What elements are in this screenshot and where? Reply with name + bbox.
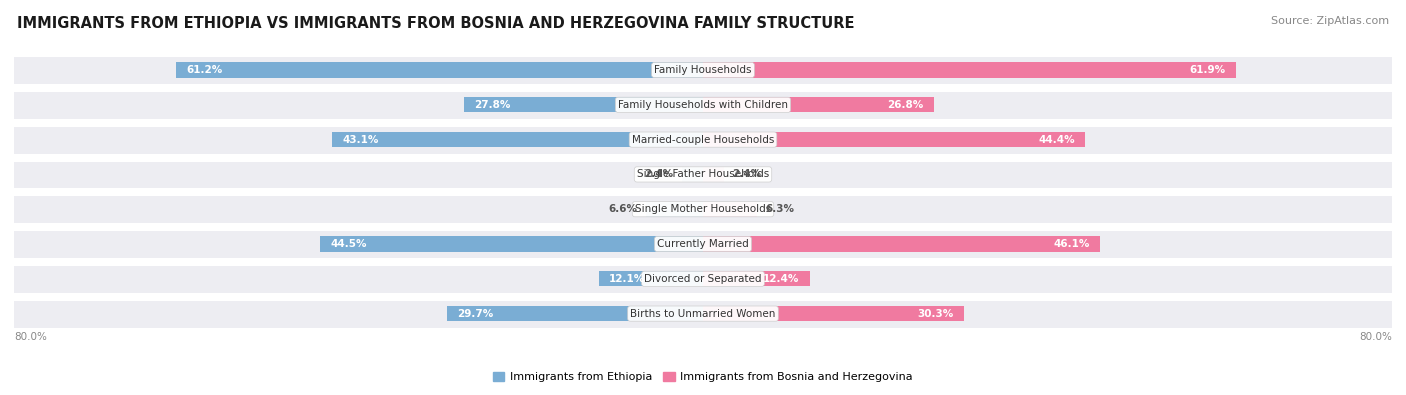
Bar [14, 266, 1392, 293]
Text: 43.1%: 43.1% [342, 135, 378, 145]
Text: 27.8%: 27.8% [474, 100, 510, 110]
Bar [682, 167, 703, 182]
Bar [14, 301, 1392, 327]
Text: 2.4%: 2.4% [733, 169, 762, 179]
Text: 26.8%: 26.8% [887, 100, 924, 110]
Bar [14, 162, 1392, 188]
Text: 80.0%: 80.0% [14, 332, 46, 342]
Bar [647, 202, 703, 217]
Text: Source: ZipAtlas.com: Source: ZipAtlas.com [1271, 16, 1389, 26]
Bar [319, 237, 703, 252]
Bar [703, 306, 965, 321]
Bar [14, 92, 1392, 119]
Bar [703, 237, 1099, 252]
Bar [703, 62, 1236, 77]
Text: 6.6%: 6.6% [609, 204, 637, 214]
Text: Family Households: Family Households [654, 65, 752, 75]
Legend: Immigrants from Ethiopia, Immigrants from Bosnia and Herzegovina: Immigrants from Ethiopia, Immigrants fro… [489, 367, 917, 387]
Text: 61.9%: 61.9% [1189, 65, 1226, 75]
Bar [14, 57, 1392, 84]
Text: 2.4%: 2.4% [644, 169, 673, 179]
Bar [447, 306, 703, 321]
Text: Family Households with Children: Family Households with Children [619, 100, 787, 110]
Text: Single Father Households: Single Father Households [637, 169, 769, 179]
Bar [599, 271, 703, 286]
Text: 61.2%: 61.2% [186, 65, 222, 75]
Text: IMMIGRANTS FROM ETHIOPIA VS IMMIGRANTS FROM BOSNIA AND HERZEGOVINA FAMILY STRUCT: IMMIGRANTS FROM ETHIOPIA VS IMMIGRANTS F… [17, 16, 855, 31]
Bar [703, 271, 810, 286]
Text: Divorced or Separated: Divorced or Separated [644, 274, 762, 284]
Text: 44.4%: 44.4% [1039, 135, 1076, 145]
Text: 12.1%: 12.1% [609, 274, 645, 284]
Bar [703, 202, 758, 217]
Text: Births to Unmarried Women: Births to Unmarried Women [630, 308, 776, 319]
Bar [464, 97, 703, 112]
Bar [703, 167, 724, 182]
Text: 44.5%: 44.5% [330, 239, 367, 249]
Bar [14, 127, 1392, 154]
Text: 30.3%: 30.3% [917, 308, 953, 319]
Text: Single Mother Households: Single Mother Households [636, 204, 770, 214]
Text: Married-couple Households: Married-couple Households [631, 135, 775, 145]
Bar [176, 62, 703, 77]
Bar [14, 196, 1392, 223]
Bar [703, 97, 934, 112]
Text: Currently Married: Currently Married [657, 239, 749, 249]
Text: 12.4%: 12.4% [763, 274, 800, 284]
Bar [332, 132, 703, 147]
Bar [703, 132, 1085, 147]
Text: 6.3%: 6.3% [766, 204, 794, 214]
Text: 29.7%: 29.7% [457, 308, 494, 319]
Text: 80.0%: 80.0% [1360, 332, 1392, 342]
Bar [14, 231, 1392, 258]
Text: 46.1%: 46.1% [1053, 239, 1090, 249]
